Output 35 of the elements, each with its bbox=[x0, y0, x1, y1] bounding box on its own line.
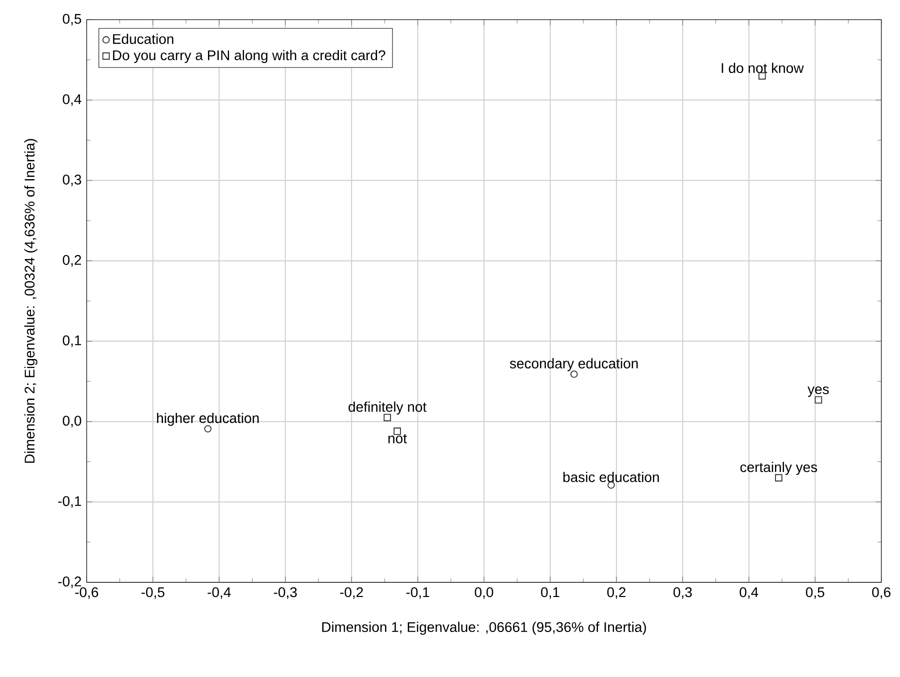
x-tick-label: -0,3 bbox=[274, 587, 297, 599]
y-tick-label: -0,2 bbox=[58, 576, 82, 588]
x-tick-label: -0,6 bbox=[75, 587, 98, 599]
annotation: not bbox=[388, 434, 407, 444]
point bbox=[204, 425, 212, 432]
annotation: definitely not bbox=[348, 402, 426, 415]
x-tick-label: 0,3 bbox=[673, 587, 692, 599]
y-tick-label: 0,1 bbox=[62, 335, 82, 347]
point bbox=[570, 370, 578, 378]
x-tick-label: -0,4 bbox=[208, 587, 231, 599]
legend-label: Do you carry a PIN along with a credit card? bbox=[113, 50, 386, 63]
x-tick-label: 0,4 bbox=[740, 587, 758, 599]
x-tick-label: 0,6 bbox=[872, 587, 890, 599]
annotation: higher education bbox=[157, 412, 259, 426]
annotation: basic education bbox=[563, 472, 659, 482]
y-tick-label: 0,3 bbox=[62, 174, 82, 186]
x-tick-label: 0,5 bbox=[806, 587, 824, 599]
legend-label: Education bbox=[113, 34, 174, 44]
x-tick-label: -0,1 bbox=[406, 587, 430, 599]
x-tick-label: 0,2 bbox=[607, 587, 626, 599]
y-axis-title: Dimension 2; Eigenvalue: ,00324 (4,636% of Inertia) bbox=[24, 139, 38, 463]
y-tick-label: 0,2 bbox=[62, 255, 82, 267]
annotation: secondary education bbox=[510, 358, 638, 372]
x-axis-title: Dimension 1; Eigenvalue: ,06661 (95,36% of Inertia) bbox=[322, 622, 646, 635]
x-tick-label: -0,2 bbox=[340, 587, 363, 599]
x-tick-label: -0,5 bbox=[141, 587, 164, 599]
x-tick-label: 0,1 bbox=[541, 587, 560, 599]
annotation: yes bbox=[808, 386, 829, 397]
y-tick-label: 0,0 bbox=[62, 416, 82, 428]
annotation: I do not know bbox=[722, 62, 804, 74]
y-tick-label: -0,1 bbox=[58, 496, 82, 508]
y-tick-label: 0,5 bbox=[62, 14, 82, 26]
annotation: certainly yes bbox=[740, 462, 818, 475]
y-tick-label: 0,4 bbox=[62, 94, 82, 106]
x-tick-label: 0,0 bbox=[474, 587, 494, 599]
